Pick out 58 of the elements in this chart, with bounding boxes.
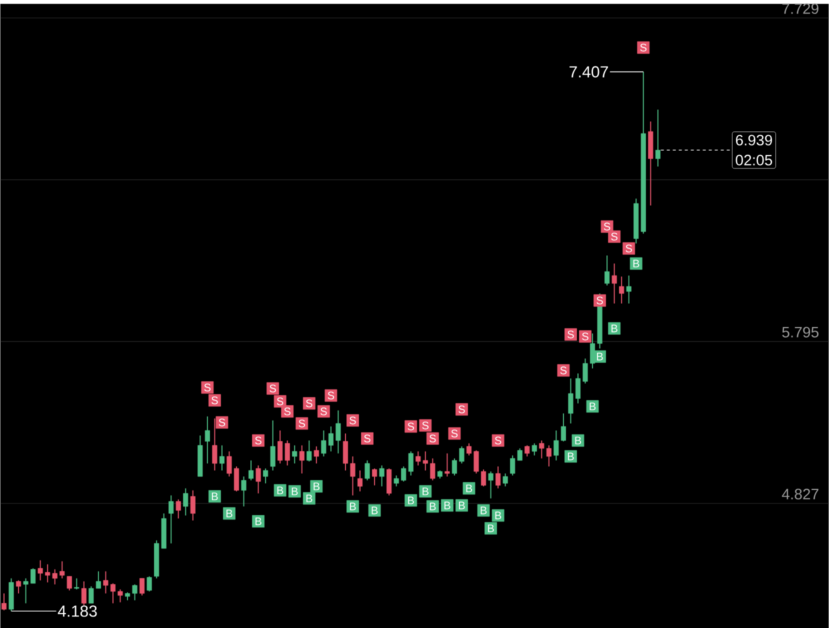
data-label: B [568,452,574,460]
data-label: S [350,416,356,424]
y-tick-label: 7.729 [782,3,818,14]
data-label: S [255,436,262,444]
data-label: B [408,496,414,504]
data-label: B [430,502,436,510]
data-label: B [633,260,640,268]
data-label: B [590,402,596,410]
data-label: S [422,421,429,430]
data-label: B [488,524,494,532]
data-label: S [640,44,647,52]
data-label: S [430,434,436,442]
data-label: S [270,384,276,392]
annotation: 02:05 [736,154,772,166]
data-label: S [568,330,574,338]
data-label: B [597,352,603,360]
data-label: B [466,484,472,492]
data-label: S [582,332,588,340]
data-label: S [494,436,502,444]
data-label: S [320,407,327,416]
data-label: B [444,501,450,510]
data-label: S [306,399,312,408]
data-label: B [256,517,262,525]
data-label: S [218,418,226,426]
data-label: S [604,222,610,230]
annotation: 7.407 [570,66,608,78]
annotation: 4.183 [58,605,97,617]
data-label: B [495,512,502,520]
data-label: S [626,244,632,252]
data-label: B [292,487,298,495]
data-label: S [596,296,603,304]
data-label: S [328,391,334,400]
data-label: B [372,506,378,514]
data-label: S [364,434,370,442]
y-tick-label: 5.795 [782,326,818,338]
data-label: S [408,422,414,430]
data-label: S [560,366,567,374]
data-label: S [458,405,465,414]
y-tick-label: 4.827 [782,488,818,500]
data-label: S [204,383,211,392]
data-label: S [276,397,284,406]
data-label: B [277,486,284,494]
data-label: B [350,502,356,510]
data-label: B [314,482,320,490]
data-label: S [212,396,218,404]
data-label: S [451,429,458,438]
data-label: B [458,501,465,510]
data-label: B [480,506,487,514]
data-label: B [306,494,312,502]
data-label: B [575,436,582,444]
data-label: B [226,509,232,518]
data-label: B [612,324,618,332]
ref-line-label: 6.939 [736,134,772,146]
data-label: S [611,232,618,240]
data-label: B [212,492,218,500]
data-label: S [298,419,306,428]
data-label: B [422,487,428,495]
data-label: S [284,407,291,416]
